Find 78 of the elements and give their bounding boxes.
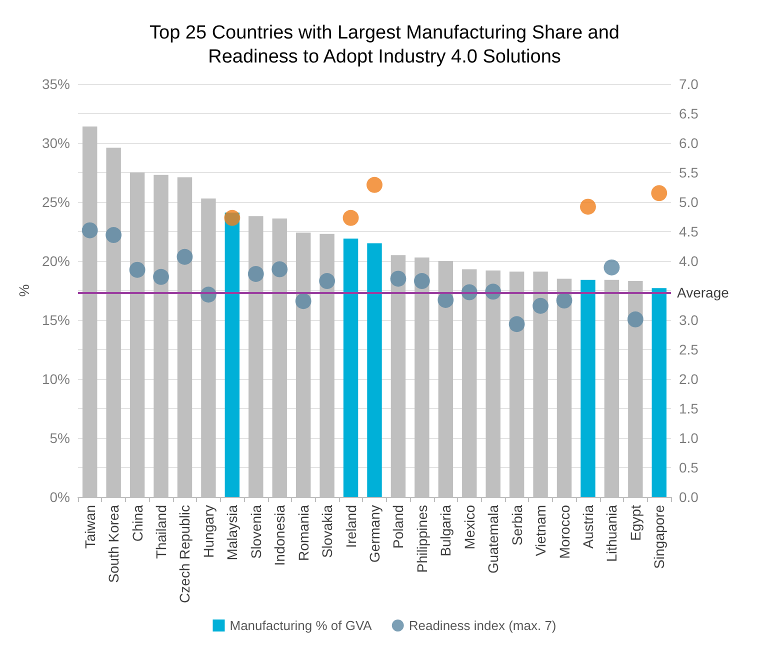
point bbox=[651, 185, 668, 202]
y-tick-label: 30% bbox=[42, 135, 70, 151]
ref-line-label: Average bbox=[677, 284, 730, 300]
y2-tick-label: 4.0 bbox=[679, 253, 699, 269]
point bbox=[224, 210, 240, 226]
x-tick-label: Romania bbox=[295, 504, 312, 562]
y2-tick-label: 1.0 bbox=[679, 430, 699, 446]
x-tick-label: Taiwan bbox=[82, 505, 98, 549]
y2-tick-label: 0.0 bbox=[679, 489, 699, 505]
y2-tick-label: 5.5 bbox=[679, 164, 699, 180]
x-tick-label: Poland bbox=[390, 505, 406, 549]
x-tick-label: Ireland bbox=[342, 505, 359, 548]
y-tick-label: 10% bbox=[42, 371, 70, 387]
y2-tick-label: 4.5 bbox=[679, 224, 699, 240]
point bbox=[604, 259, 620, 276]
y-tick-label: 0% bbox=[50, 489, 70, 505]
point bbox=[580, 198, 596, 215]
x-tick-label: Mexico bbox=[461, 504, 478, 550]
bar bbox=[652, 288, 666, 497]
y2-tick-label: 3.0 bbox=[679, 312, 699, 328]
x-tick-label: Philippines bbox=[414, 505, 430, 573]
legend-label: Manufacturing % of GVA bbox=[230, 618, 372, 633]
chart-title: Top 25 Countries with Largest Manufacturing Share and Readiness to Adopt Industry 4.0 Solutions bbox=[150, 22, 620, 68]
y-tick-label: 20% bbox=[42, 253, 70, 269]
y2-tick-label: 1.5 bbox=[679, 400, 699, 416]
point bbox=[366, 176, 382, 193]
x-tick-label: Guatemala bbox=[485, 504, 502, 574]
y2-tick-label: 6.5 bbox=[679, 106, 699, 122]
x-tick-label: Singapore bbox=[651, 504, 668, 569]
point bbox=[153, 268, 170, 285]
point bbox=[390, 270, 406, 287]
point bbox=[129, 262, 146, 278]
y2-tick-label: 5.0 bbox=[679, 194, 699, 210]
x-tick-label: China bbox=[129, 504, 146, 542]
point bbox=[295, 293, 312, 310]
x-tick-label: Serbia bbox=[508, 504, 525, 546]
x-tick-label: South Korea bbox=[106, 504, 122, 583]
y2-tick-label: 7.0 bbox=[679, 76, 699, 92]
y2-tick-label: 2.0 bbox=[679, 371, 699, 387]
x-tick-label: Thailand bbox=[153, 505, 170, 559]
bar bbox=[224, 212, 240, 497]
x-tick-label: Lithuania bbox=[604, 504, 620, 562]
bar bbox=[343, 238, 358, 497]
x-tick-label: Slovenia bbox=[248, 504, 264, 559]
point bbox=[414, 273, 430, 290]
x-tick-label: Slovakia bbox=[319, 504, 336, 558]
x-tick-label: Morocco bbox=[556, 504, 572, 559]
point bbox=[248, 266, 264, 282]
point bbox=[319, 273, 336, 290]
x-tick-label: Malaysia bbox=[224, 504, 240, 560]
point bbox=[627, 311, 644, 328]
x-tick-label: Egypt bbox=[627, 504, 644, 541]
point bbox=[272, 261, 288, 278]
y-tick-label: 15% bbox=[42, 312, 70, 328]
bar bbox=[367, 243, 382, 497]
x-tick-label: Bulgaria bbox=[438, 504, 454, 556]
y-axis-title: % bbox=[16, 284, 32, 297]
y-tick-label: 5% bbox=[50, 430, 70, 446]
point bbox=[82, 222, 98, 238]
point bbox=[532, 298, 549, 314]
x-tick-label: Hungary bbox=[200, 505, 216, 558]
bar bbox=[580, 280, 596, 497]
x-tick-label: Vietnam bbox=[532, 505, 549, 556]
point bbox=[508, 316, 525, 332]
point bbox=[556, 292, 572, 309]
point bbox=[342, 210, 359, 226]
x-tick-label: Austria bbox=[580, 504, 596, 549]
x-tick-label: Czech Republic bbox=[176, 505, 193, 604]
y2-tick-label: 0.5 bbox=[679, 460, 699, 476]
point bbox=[176, 248, 193, 265]
point bbox=[106, 227, 122, 244]
x-tick-label: Indonesia bbox=[272, 504, 288, 566]
x-tick-label: Germany bbox=[366, 505, 382, 563]
y2-tick-label: 6.0 bbox=[679, 135, 699, 151]
y-tick-label: 25% bbox=[42, 194, 70, 210]
y-tick-label: 35% bbox=[42, 76, 70, 92]
y2-tick-label: 2.5 bbox=[679, 342, 699, 358]
legend-label: Readiness index (max. 7) bbox=[408, 618, 556, 633]
